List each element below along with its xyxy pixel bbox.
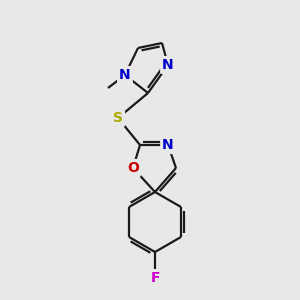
- Text: N: N: [162, 58, 174, 72]
- Text: S: S: [113, 111, 123, 125]
- Text: N: N: [162, 138, 174, 152]
- Text: N: N: [119, 68, 131, 82]
- Text: F: F: [150, 271, 160, 285]
- Text: O: O: [127, 161, 139, 175]
